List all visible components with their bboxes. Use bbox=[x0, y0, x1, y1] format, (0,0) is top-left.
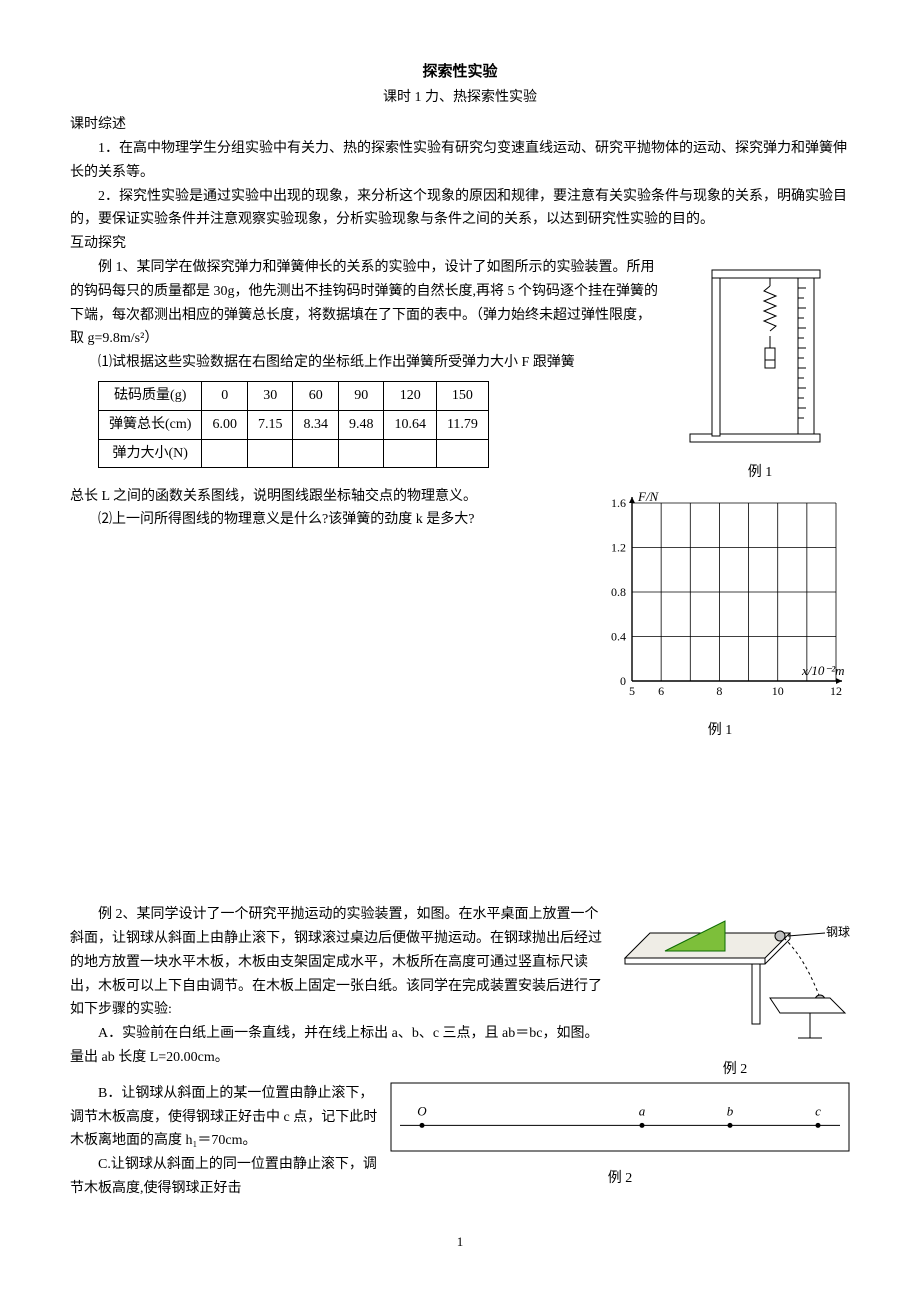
cell: 0 bbox=[202, 382, 248, 411]
cell: 150 bbox=[436, 382, 488, 411]
svg-text:0.8: 0.8 bbox=[611, 585, 626, 599]
cell: 60 bbox=[293, 382, 339, 411]
doc-subtitle: 课时 1 力、热探索性实验 bbox=[70, 86, 850, 110]
row-label: 弹力大小(N) bbox=[99, 439, 202, 468]
table-row: 砝码质量(g) 0 30 60 90 120 150 bbox=[99, 382, 489, 411]
svg-text:0: 0 bbox=[620, 674, 626, 688]
svg-text:8: 8 bbox=[716, 684, 722, 698]
svg-text:a: a bbox=[639, 1103, 646, 1118]
cell: 10.64 bbox=[384, 410, 437, 439]
svg-text:1.2: 1.2 bbox=[611, 540, 626, 554]
cell bbox=[202, 439, 248, 468]
ex2-line-caption: 例 2 bbox=[390, 1167, 850, 1191]
cell: 8.34 bbox=[293, 410, 339, 439]
svg-text:6: 6 bbox=[658, 684, 664, 698]
ex2-setup-figure: 钢球 例 2 bbox=[620, 903, 850, 1082]
svg-text:O: O bbox=[417, 1103, 427, 1118]
cell: 11.79 bbox=[436, 410, 488, 439]
svg-text:F/N: F/N bbox=[637, 489, 660, 504]
cell bbox=[436, 439, 488, 468]
doc-title: 探索性实验 bbox=[70, 60, 850, 86]
cell: 120 bbox=[384, 382, 437, 411]
ex1-apparatus-caption: 例 1 bbox=[670, 461, 850, 485]
ex1-chart-svg: 0 0.4 0.8 1.2 1.6 5 6 8 10 12 F/N x/10⁻²m bbox=[590, 485, 850, 705]
svg-text:0.4: 0.4 bbox=[611, 629, 626, 643]
cell: 7.15 bbox=[247, 410, 293, 439]
ex2-setup-caption: 例 2 bbox=[620, 1058, 850, 1082]
table-row: 弹力大小(N) bbox=[99, 439, 489, 468]
overview-heading: 课时综述 bbox=[70, 113, 850, 137]
page-number: 1 bbox=[70, 1231, 850, 1253]
svg-text:5: 5 bbox=[629, 684, 635, 698]
svg-text:12: 12 bbox=[830, 684, 842, 698]
interact-heading: 互动探究 bbox=[70, 232, 850, 256]
ex1-apparatus-figure: 例 1 bbox=[670, 256, 850, 485]
svg-text:x/10⁻²m: x/10⁻²m bbox=[801, 663, 845, 678]
ex1-chart-caption: 例 1 bbox=[590, 719, 850, 743]
overview-p1: 1．在高中物理学生分组实验中有关力、热的探索性实验有研究匀变速直线运动、研究平抛… bbox=[70, 137, 850, 185]
cell: 9.48 bbox=[338, 410, 384, 439]
ball-label: 钢球 bbox=[826, 925, 850, 939]
cell bbox=[384, 439, 437, 468]
cell: 30 bbox=[247, 382, 293, 411]
svg-text:c: c bbox=[815, 1103, 821, 1118]
spring-apparatus-svg bbox=[680, 256, 840, 446]
cell bbox=[247, 439, 293, 468]
table-row: 弹簧总长(cm) 6.00 7.15 8.34 9.48 10.64 11.79 bbox=[99, 410, 489, 439]
ex1-data-table: 砝码质量(g) 0 30 60 90 120 150 弹簧总长(cm) 6.00… bbox=[98, 381, 489, 468]
line-points-svg: Oa b c bbox=[390, 1082, 850, 1152]
ex1-chart-figure: 0 0.4 0.8 1.2 1.6 5 6 8 10 12 F/N x/10⁻²m 例 1 bbox=[590, 485, 850, 744]
cell bbox=[338, 439, 384, 468]
cell: 90 bbox=[338, 382, 384, 411]
ex2-line-figure: Oa b c 例 2 bbox=[390, 1082, 850, 1191]
cell bbox=[293, 439, 339, 468]
svg-text:10: 10 bbox=[772, 684, 784, 698]
svg-text:1.6: 1.6 bbox=[611, 496, 626, 510]
overview-p2: 2．探究性实验是通过实验中出现的现象，来分析这个现象的原因和规律，要注意有关实验… bbox=[70, 185, 850, 233]
projectile-setup-svg: 钢球 bbox=[620, 903, 850, 1043]
row-label: 弹簧总长(cm) bbox=[99, 410, 202, 439]
svg-text:b: b bbox=[727, 1103, 734, 1118]
cell: 6.00 bbox=[202, 410, 248, 439]
row-label: 砝码质量(g) bbox=[99, 382, 202, 411]
